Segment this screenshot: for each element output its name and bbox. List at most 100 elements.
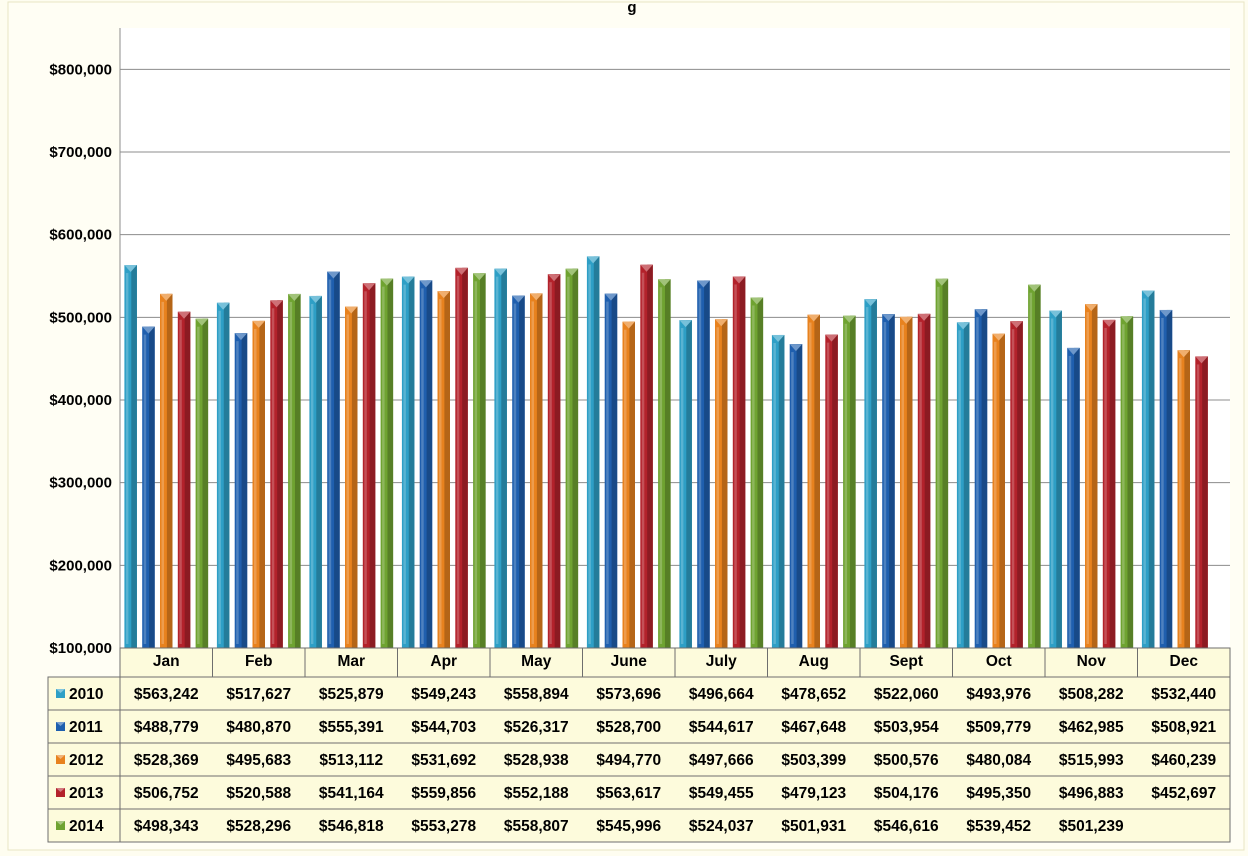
bar-cap (288, 293, 301, 301)
bar-highlight (567, 276, 570, 644)
bar-shade (1202, 356, 1208, 648)
bar-2012-sept (900, 316, 913, 648)
legend-swatch (56, 689, 65, 698)
bar-2010-july (679, 320, 692, 648)
bar-highlight (1122, 324, 1125, 644)
bar-cap (565, 268, 579, 276)
y-tick-label: $500,000 (49, 309, 112, 326)
bar-2013-june (640, 264, 653, 648)
table-header-aug: Aug (799, 653, 829, 670)
bar-shade (519, 295, 525, 648)
table-cell-2011-may: $526,317 (504, 719, 569, 736)
chart-title-fragment: g (627, 0, 636, 16)
bar-shade (554, 274, 561, 648)
bar-highlight (659, 287, 663, 644)
table-cell-2010-feb: $517,627 (226, 686, 291, 703)
bar-2010-dec (1141, 290, 1155, 648)
bar-shade (832, 334, 838, 648)
legend-label-2011: 2011 (69, 719, 103, 736)
bar-shade (223, 302, 230, 648)
bar-shade (462, 267, 468, 648)
bar-2013-july (732, 276, 746, 648)
bar-cap (1159, 309, 1173, 317)
legend-swatch (56, 755, 65, 764)
bar-highlight (588, 264, 591, 644)
bar-highlight (495, 276, 499, 644)
bar-shade (387, 278, 394, 648)
bar-2010-apr (401, 276, 415, 648)
bar-shade (572, 268, 579, 648)
bar-cap (124, 265, 137, 273)
table-cell-2011-dec: $508,921 (1151, 719, 1216, 736)
bar-2011-feb (234, 333, 248, 648)
legend-key-2014 (56, 821, 65, 830)
y-axis-ticks: $100,000 $200,000 $300,000 $400,000 $500,000… (49, 61, 112, 657)
bar-2013-may (547, 274, 561, 648)
bar-highlight (456, 275, 460, 644)
bar-cap (807, 314, 820, 322)
bar-cap (658, 279, 671, 287)
bar-shade (444, 291, 450, 648)
bar-highlight (606, 301, 609, 644)
bar-2011-dec (1159, 309, 1173, 648)
bar-cap (697, 280, 710, 288)
table-cell-2012-mar: $513,112 (319, 752, 383, 769)
bar-highlight (1143, 298, 1146, 644)
bar-highlight (1068, 355, 1072, 644)
y-tick-label: $700,000 (49, 144, 112, 161)
bar-cap (1102, 319, 1116, 327)
table-cell-2011-nov: $462,985 (1059, 719, 1124, 736)
table-cell-2010-july: $496,664 (689, 686, 754, 703)
legend-key-2010 (56, 689, 65, 698)
bar-cap (252, 320, 265, 328)
table-cell-2014-mar: $546,818 (319, 818, 384, 835)
legend-swatch-cap (56, 722, 65, 726)
bar-highlight (1196, 364, 1200, 644)
table-header-mar: Mar (337, 653, 365, 670)
bar-cap (547, 274, 561, 282)
bar-highlight (1104, 327, 1107, 644)
bar-2010-aug (771, 334, 785, 648)
bar-highlight (937, 286, 940, 644)
table-cell-2013-aug: $479,123 (781, 785, 846, 802)
bar-shade (871, 299, 877, 648)
bar-highlight (346, 314, 349, 644)
bar-highlight (382, 286, 385, 644)
bar-2013-dec (1195, 356, 1208, 648)
bar-cap (992, 333, 1005, 341)
table-cell-2012-dec: $460,239 (1151, 752, 1216, 769)
table-cell-2010-may: $558,894 (504, 686, 569, 703)
bar-cap (750, 297, 764, 305)
bar-2012-aug (807, 314, 820, 648)
bar-highlight (125, 273, 129, 644)
bar-shade (1148, 290, 1155, 648)
bar-shade (166, 293, 173, 648)
bar-2014-aug (843, 315, 856, 648)
bar-highlight (734, 284, 737, 644)
bar-highlight (236, 341, 239, 644)
bar-2011-aug (789, 344, 803, 648)
legend-swatch (56, 788, 65, 797)
bar-2012-july (715, 319, 728, 648)
bar-highlight (698, 288, 702, 644)
bar-highlight (197, 326, 200, 644)
bar-cap (177, 311, 191, 319)
bar-cap (1049, 310, 1062, 318)
bar-highlight (773, 342, 776, 644)
bar-2010-oct (956, 322, 970, 648)
bar-highlight (1029, 292, 1033, 644)
bar-2014-feb (288, 293, 301, 648)
table-cell-2013-nov: $496,883 (1059, 785, 1124, 802)
bar-shade (1056, 310, 1062, 648)
bar-cap (882, 314, 895, 322)
table-cell-2011-oct: $509,779 (966, 719, 1031, 736)
table-cell-2014-may: $558,807 (504, 818, 569, 835)
bar-cap (900, 316, 913, 324)
bar-highlight (865, 307, 869, 644)
table-cell-2014-oct: $539,452 (966, 818, 1031, 835)
bar-2014-july (750, 297, 764, 648)
bar-highlight (901, 324, 904, 644)
legend-swatch-cap (56, 788, 65, 792)
bar-highlight (716, 327, 719, 644)
bar-2013-mar (362, 283, 376, 648)
